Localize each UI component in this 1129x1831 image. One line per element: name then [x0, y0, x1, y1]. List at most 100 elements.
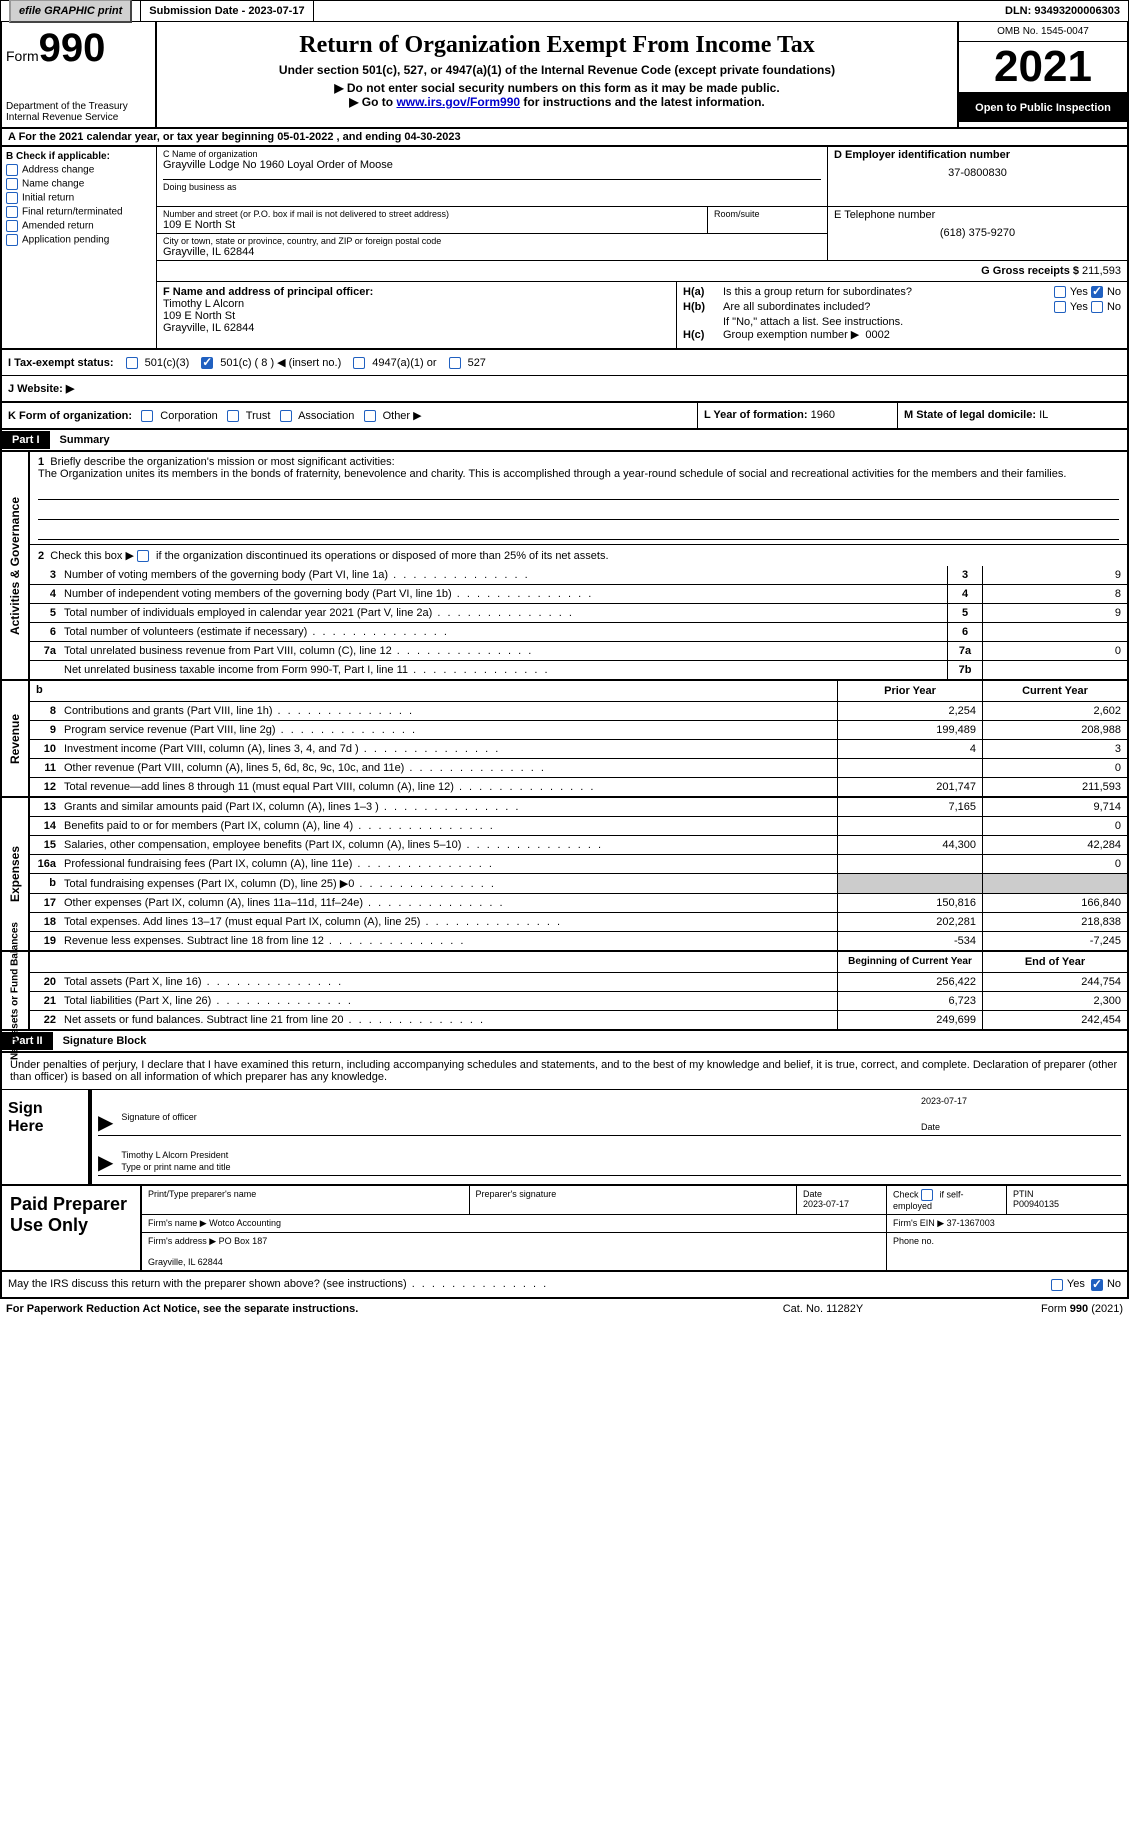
city-value: Grayville, IL 62844: [163, 246, 821, 258]
row-j-website: J Website: ▶: [0, 376, 1129, 403]
line-row: 4Number of independent voting members of…: [30, 585, 1127, 604]
name-label: C Name of organization: [163, 149, 821, 159]
line-row: 19Revenue less expenses. Subtract line 1…: [30, 932, 1127, 950]
cb-corp[interactable]: [141, 410, 153, 422]
cb-ha-no[interactable]: [1091, 286, 1103, 298]
dln: DLN: 93493200006303: [314, 1, 1128, 21]
cb-name-change[interactable]: [6, 178, 18, 190]
street-label: Number and street (or P.O. box if mail i…: [163, 209, 701, 219]
cb-initial-return[interactable]: [6, 192, 18, 204]
line-row: 20Total assets (Part X, line 16)256,4222…: [30, 973, 1127, 992]
sig-officer-label: Signature of officer: [121, 1110, 921, 1135]
side-label-expenses: Expenses: [8, 846, 22, 902]
open-to-public: Open to Public Inspection: [959, 94, 1127, 122]
row-i-tax-status: I Tax-exempt status: 501(c)(3) 501(c) ( …: [0, 350, 1129, 376]
line-row: 21Total liabilities (Part X, line 26)6,7…: [30, 992, 1127, 1011]
cb-501c[interactable]: [201, 357, 213, 369]
cb-discontinued[interactable]: [137, 550, 149, 562]
line-row: 5Total number of individuals employed in…: [30, 604, 1127, 623]
line-row: 15Salaries, other compensation, employee…: [30, 836, 1127, 855]
form-label: Form: [6, 48, 39, 64]
ein-value: 37-0800830: [834, 167, 1121, 179]
line-row: 13Grants and similar amounts paid (Part …: [30, 798, 1127, 817]
ssn-note: Do not enter social security numbers on …: [163, 81, 951, 95]
tax-year: 2021: [959, 42, 1127, 94]
efile-button[interactable]: efile GRAPHIC print: [9, 0, 132, 23]
line-row: 16aProfessional fundraising fees (Part I…: [30, 855, 1127, 874]
mission-text: The Organization unites its members in t…: [38, 468, 1066, 480]
dept-treasury: Department of the Treasury Internal Reve…: [6, 101, 151, 123]
side-label-revenue: Revenue: [8, 714, 22, 764]
sign-here-label: Sign Here: [2, 1090, 92, 1184]
f-label: F Name and address of principal officer:: [163, 286, 670, 298]
cb-assoc[interactable]: [280, 410, 292, 422]
cb-app-pending[interactable]: [6, 234, 18, 246]
tel-value: (618) 375-9270: [834, 227, 1121, 239]
part2-header: Part IISignature Block: [0, 1031, 1129, 1053]
cb-trust[interactable]: [227, 410, 239, 422]
cb-527[interactable]: [449, 357, 461, 369]
officer-name: Timothy L Alcorn: [163, 298, 670, 310]
line-row: 22Net assets or fund balances. Subtract …: [30, 1011, 1127, 1029]
footer: For Paperwork Reduction Act Notice, see …: [0, 1299, 1129, 1319]
cb-4947[interactable]: [353, 357, 365, 369]
cat-no: Cat. No. 11282Y: [723, 1303, 923, 1315]
omb-number: OMB No. 1545-0047: [959, 22, 1127, 42]
cb-self-employed[interactable]: [921, 1189, 933, 1201]
line-row: 9Program service revenue (Part VIII, lin…: [30, 721, 1127, 740]
gross-receipts: G Gross receipts $ 211,593: [157, 261, 1127, 282]
part1-header: Part ISummary: [0, 430, 1129, 452]
may-irs-discuss: May the IRS discuss this return with the…: [0, 1272, 1129, 1298]
line-row: 8Contributions and grants (Part VIII, li…: [30, 702, 1127, 721]
block-b-to-h: B Check if applicable: Address change Na…: [0, 147, 1129, 350]
org-name: Grayville Lodge No 1960 Loyal Order of M…: [163, 159, 821, 171]
activities-governance: Activities & Governance 1 Briefly descri…: [0, 452, 1129, 681]
line-row: 17Other expenses (Part IX, column (A), l…: [30, 894, 1127, 913]
form-number: 990: [39, 26, 106, 70]
prep-title: Paid Preparer Use Only: [2, 1186, 142, 1270]
cb-amended[interactable]: [6, 220, 18, 232]
form-title: Return of Organization Exempt From Incom…: [163, 32, 951, 59]
line-row: Net unrelated business taxable income fr…: [30, 661, 1127, 679]
q1: Briefly describe the organization's miss…: [50, 456, 394, 468]
line-row: 14Benefits paid to or for members (Part …: [30, 817, 1127, 836]
line-row: 7aTotal unrelated business revenue from …: [30, 642, 1127, 661]
declare-text: Under penalties of perjury, I declare th…: [2, 1053, 1127, 1090]
paid-preparer: Paid Preparer Use Only Print/Type prepar…: [0, 1186, 1129, 1272]
irs-link[interactable]: www.irs.gov/Form990: [396, 95, 520, 109]
form-subtitle: Under section 501(c), 527, or 4947(a)(1)…: [163, 63, 951, 77]
line-row: 18Total expenses. Add lines 13–17 (must …: [30, 913, 1127, 932]
line-row: 11Other revenue (Part VIII, column (A), …: [30, 759, 1127, 778]
cb-final-return[interactable]: [6, 206, 18, 218]
revenue-section: Revenue bPrior YearCurrent Year 8Contrib…: [0, 681, 1129, 798]
goto-link: Go to www.irs.gov/Form990 for instructio…: [163, 95, 951, 109]
cb-hb-no[interactable]: [1091, 301, 1103, 313]
cb-other[interactable]: [364, 410, 376, 422]
city-label: City or town, state or province, country…: [163, 236, 821, 246]
cb-address-change[interactable]: [6, 164, 18, 176]
cb-hb-yes[interactable]: [1054, 301, 1066, 313]
street-value: 109 E North St: [163, 219, 701, 231]
cb-irs-yes[interactable]: [1051, 1279, 1063, 1291]
cb-ha-yes[interactable]: [1054, 286, 1066, 298]
tel-label: E Telephone number: [834, 209, 1121, 221]
line-row: 3Number of voting members of the governi…: [30, 566, 1127, 585]
side-label-ag: Activities & Governance: [8, 497, 22, 635]
room-label: Room/suite: [714, 209, 821, 219]
top-bar: efile GRAPHIC print Submission Date - 20…: [0, 0, 1129, 22]
typed-name: Timothy L Alcorn President: [121, 1150, 228, 1160]
form-header: Form990 Department of the Treasury Inter…: [0, 22, 1129, 129]
cb-irs-no[interactable]: [1091, 1279, 1103, 1291]
cb-501c3[interactable]: [126, 357, 138, 369]
line-row: bTotal fundraising expenses (Part IX, co…: [30, 874, 1127, 894]
officer-addr: 109 E North St Grayville, IL 62844: [163, 310, 670, 334]
hb-note: If "No," attach a list. See instructions…: [683, 316, 1121, 328]
col-b-checks: B Check if applicable: Address change Na…: [2, 147, 157, 348]
q2: Check this box ▶ if the organization dis…: [50, 550, 608, 562]
form-footer: Form 990 (2021): [923, 1303, 1123, 1315]
row-a-period: A For the 2021 calendar year, or tax yea…: [0, 129, 1129, 147]
dba-label: Doing business as: [163, 179, 821, 192]
expenses-section: Expenses 13Grants and similar amounts pa…: [0, 798, 1129, 952]
side-label-netassets: Net Assets or Fund Balances: [10, 922, 21, 1060]
submission-date: Submission Date - 2023-07-17: [141, 1, 313, 21]
